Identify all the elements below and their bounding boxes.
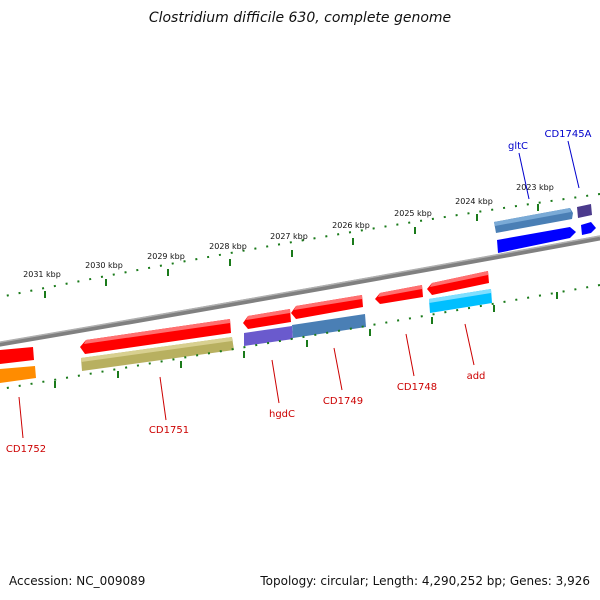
gene-CD1745A-feature (577, 204, 592, 218)
map-title: Clostridium difficile 630, complete geno… (148, 10, 452, 26)
tick-label: 2024 kbp (455, 197, 493, 206)
gene-label-CD1751: CD1751 (149, 425, 189, 436)
gene-label-CD1749: CD1749 (323, 396, 363, 407)
tick-label: 2025 kbp (394, 209, 432, 218)
tick-label: 2027 kbp (270, 232, 308, 241)
label-leaders (18, 140, 580, 439)
forward-strand-genes (494, 204, 596, 253)
accession-text: Accession: NC_009089 (9, 574, 146, 588)
genome-backbone (0, 235, 600, 347)
tick-labels: 2031 kbp 2030 kbp 2029 kbp 2028 kbp 2027… (23, 183, 554, 279)
tick-label: 2028 kbp (209, 242, 247, 251)
gene-label-CD1748: CD1748 (397, 382, 437, 393)
gene-forward-feature (497, 227, 576, 253)
tick-label: 2023 kbp (516, 183, 554, 192)
tick-label: 2031 kbp (23, 270, 61, 279)
gene-label-hgdC: hgdC (269, 409, 295, 420)
tick-label: 2026 kbp (332, 221, 370, 230)
tick-label: 2030 kbp (85, 261, 123, 270)
reverse-strand-row1 (0, 271, 489, 364)
gene-hgdC-feature (244, 326, 293, 346)
gene-label-CD1745A: CD1745A (545, 129, 592, 140)
tick-label: 2029 kbp (147, 252, 185, 261)
gene-label-add: add (467, 371, 486, 382)
gene-CD1752-orange (0, 366, 36, 383)
outer-scale-ring (0, 193, 600, 299)
gene-label-CD1752: CD1752 (6, 444, 46, 455)
genome-summary-text: Topology: circular; Length: 4,290,252 bp… (260, 574, 590, 588)
gene-labels: CD1752 CD1751 hgdC CD1749 CD1748 add glt… (6, 129, 592, 455)
gene-CD1752-feature (0, 347, 34, 364)
gene-CD1749-feature (292, 314, 366, 338)
inner-scale-ring (0, 284, 600, 391)
reverse-strand-row2 (0, 289, 492, 383)
gene-label-gltC: gltC (508, 141, 528, 152)
